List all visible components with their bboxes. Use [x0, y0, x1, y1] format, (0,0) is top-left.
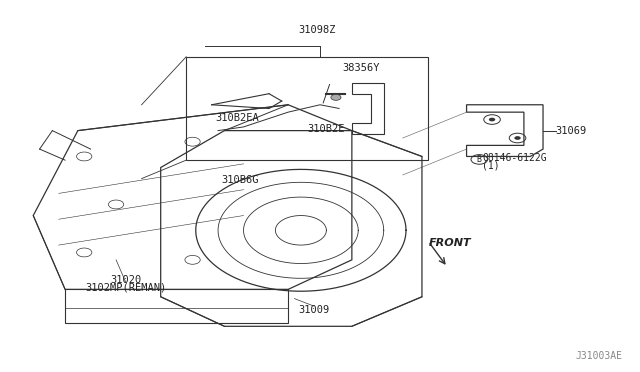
- Circle shape: [331, 94, 341, 100]
- Circle shape: [515, 136, 521, 140]
- Text: 3102MP(REMAN): 3102MP(REMAN): [85, 283, 166, 292]
- Text: 38356Y: 38356Y: [342, 63, 380, 73]
- Text: 31020: 31020: [110, 275, 141, 285]
- Text: 310B6G: 310B6G: [221, 176, 259, 186]
- Bar: [186, 57, 428, 160]
- Circle shape: [489, 118, 495, 121]
- Text: (1): (1): [483, 161, 500, 171]
- Text: 31069: 31069: [556, 126, 587, 136]
- Text: J31003AE: J31003AE: [576, 351, 623, 361]
- Text: 31098Z: 31098Z: [298, 25, 335, 35]
- Text: 310B2E: 310B2E: [307, 124, 345, 134]
- Text: B: B: [477, 155, 482, 164]
- Text: 310B2EA: 310B2EA: [215, 113, 259, 123]
- Text: FRONT: FRONT: [428, 238, 471, 248]
- Text: 08146-6122G: 08146-6122G: [483, 153, 547, 163]
- Text: 31009: 31009: [298, 305, 329, 315]
